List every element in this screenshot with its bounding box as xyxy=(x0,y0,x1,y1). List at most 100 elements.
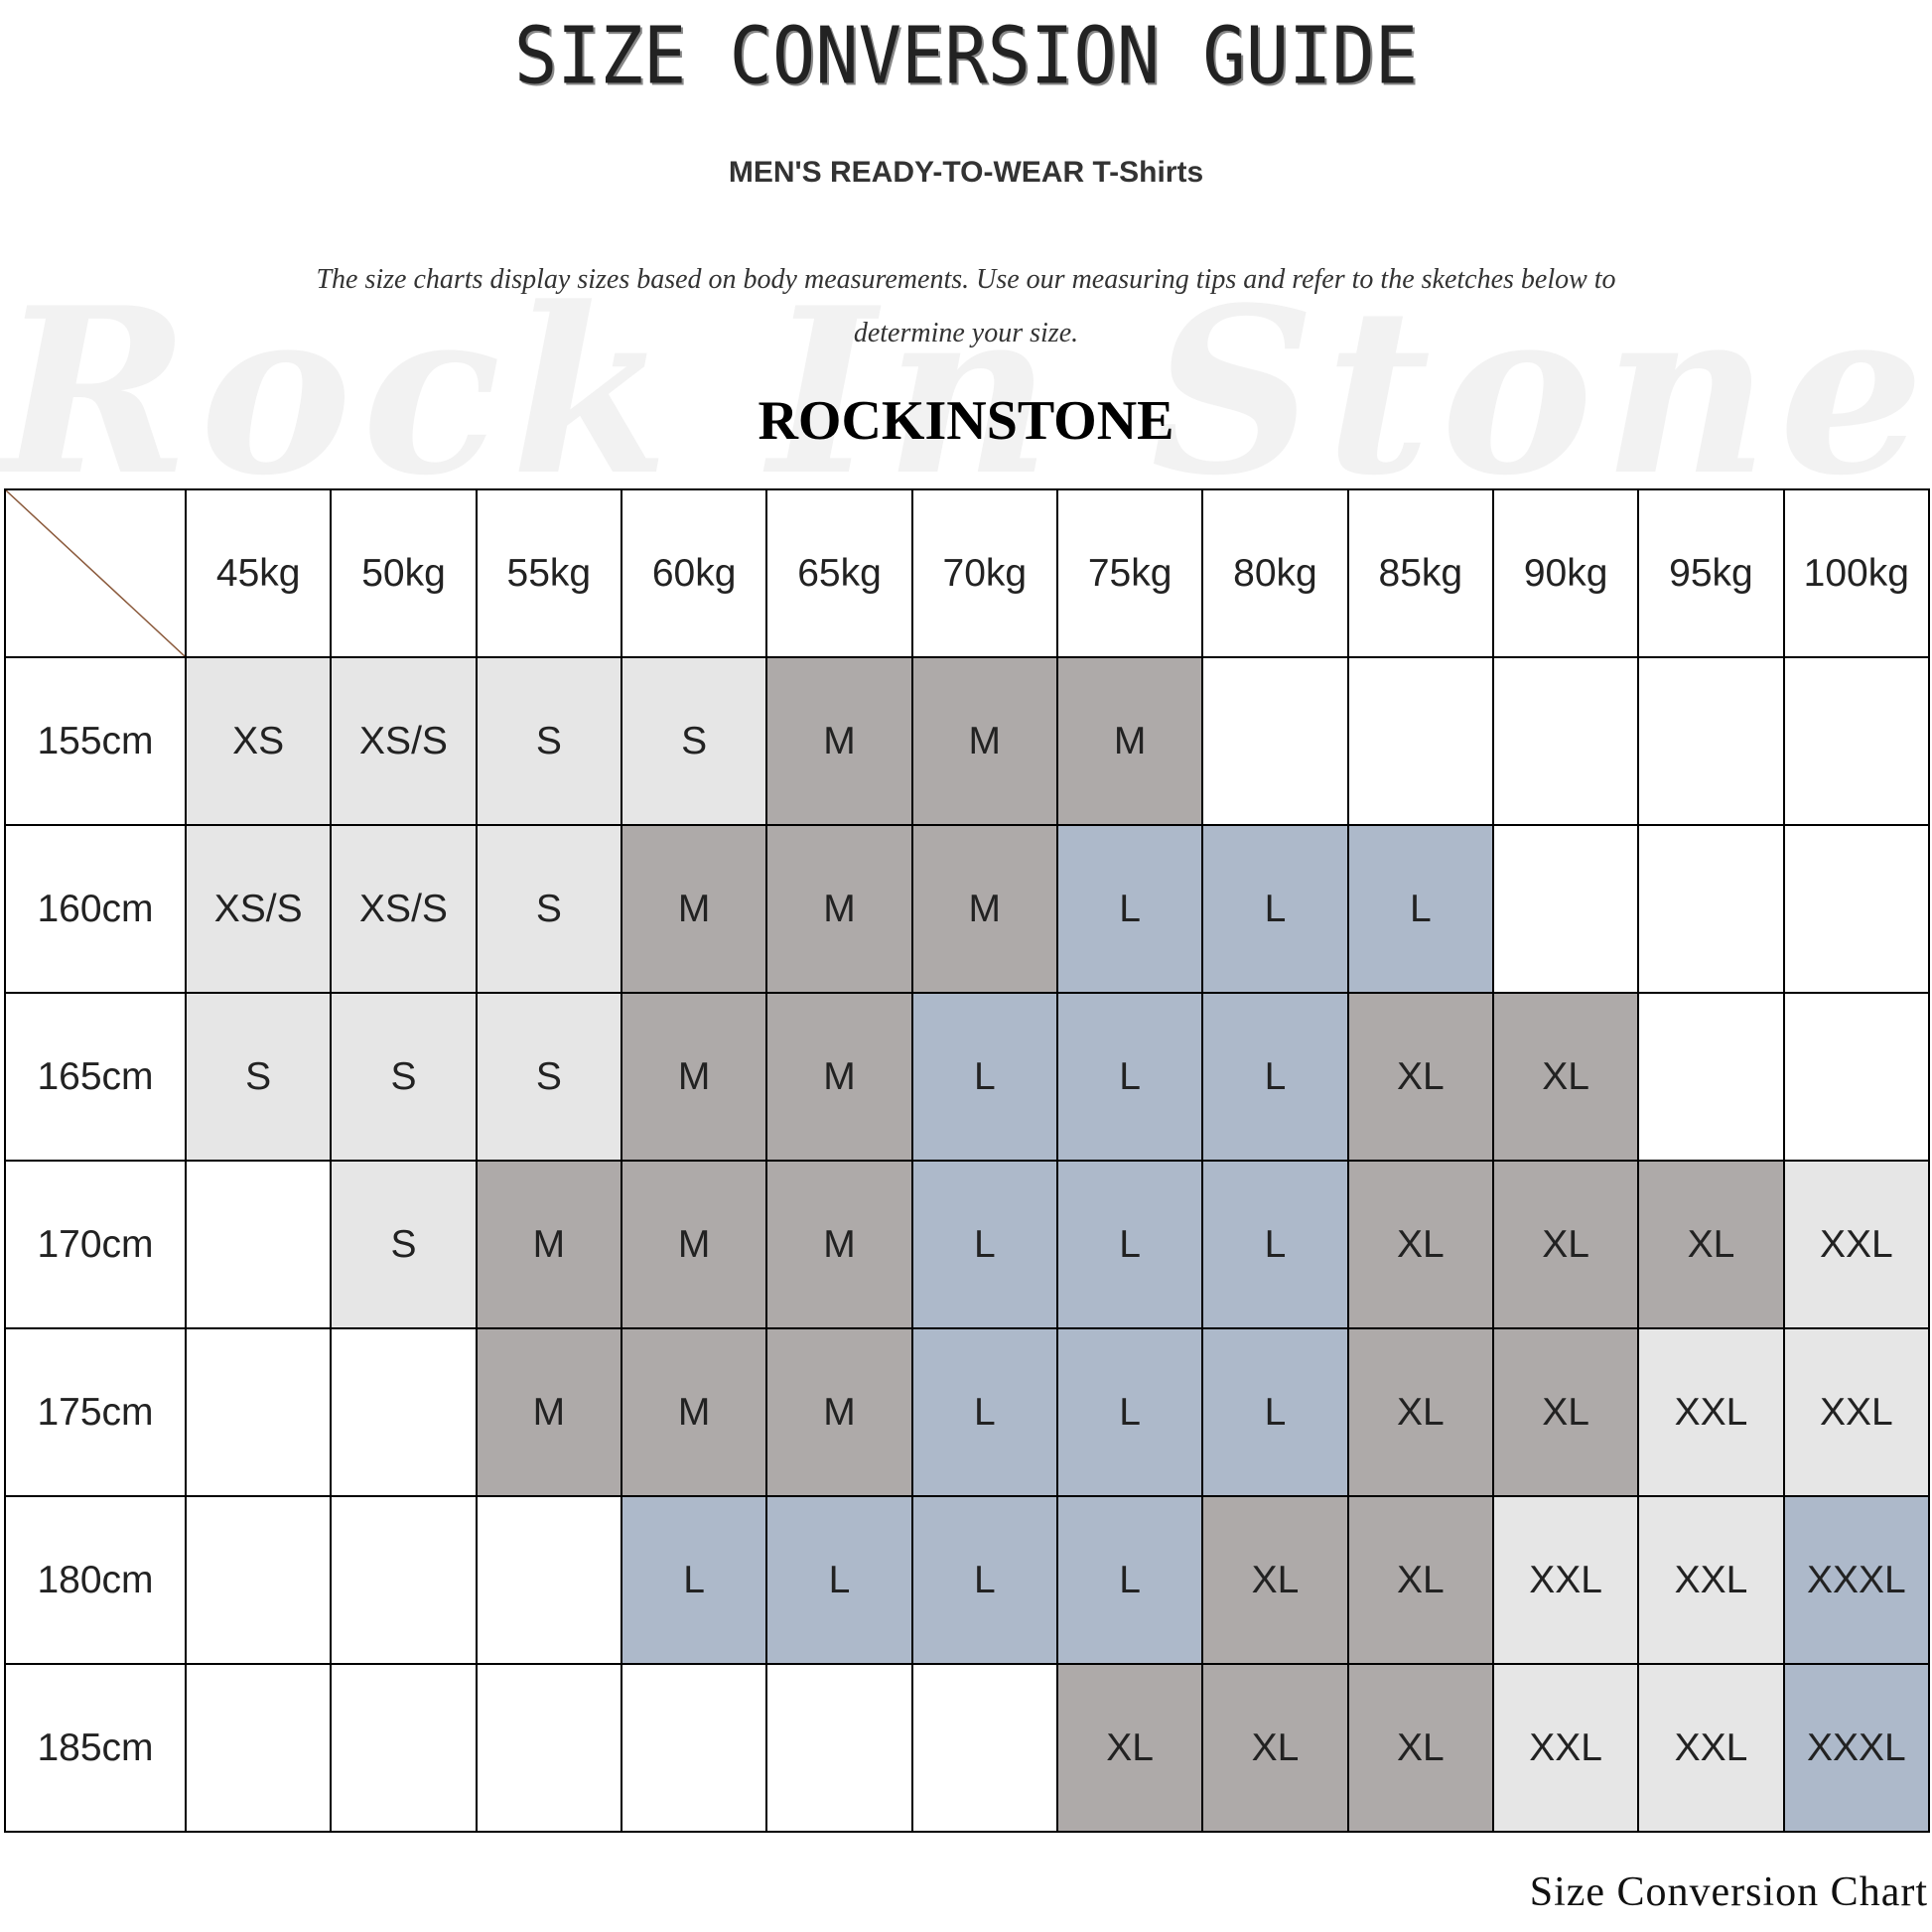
size-cell: M xyxy=(1055,656,1204,826)
size-cell xyxy=(1637,824,1785,994)
size-cell: XS/S xyxy=(184,824,333,994)
corner-cell xyxy=(4,488,187,658)
size-cell: S xyxy=(330,1160,478,1329)
size-cell: XXL xyxy=(1637,1663,1785,1833)
size-cell: XL xyxy=(1346,1327,1494,1497)
brand-name: ROCKINSTONE xyxy=(758,390,1174,452)
size-cell: L xyxy=(1055,824,1204,994)
size-cell: M xyxy=(475,1160,622,1329)
size-cell: L xyxy=(1201,1160,1349,1329)
size-cell: XL xyxy=(1491,992,1640,1162)
size-cell: XXL xyxy=(1782,1160,1931,1329)
column-header: 50kg xyxy=(330,488,478,658)
size-cell xyxy=(184,1327,333,1497)
size-cell: M xyxy=(765,1327,913,1497)
size-cell xyxy=(330,1663,478,1833)
size-cell: M xyxy=(765,1160,913,1329)
diagonal-line xyxy=(6,490,185,656)
column-header: 75kg xyxy=(1055,488,1204,658)
description: The size charts display sizes based on b… xyxy=(316,264,1616,348)
size-cell: L xyxy=(620,1495,768,1665)
size-cell: L xyxy=(910,1160,1058,1329)
size-cell: M xyxy=(620,1160,768,1329)
size-cell: L xyxy=(910,1495,1058,1665)
size-cell xyxy=(475,1663,622,1833)
size-cell: L xyxy=(910,992,1058,1162)
footer-caption: Size Conversion Chart xyxy=(1529,1869,1928,1915)
size-cell xyxy=(1637,992,1785,1162)
size-cell: L xyxy=(1055,992,1204,1162)
page-title: SIZE CONVERSION GUIDE xyxy=(513,9,1419,102)
table-row: 160cm XS/S XS/S S M M M L L L xyxy=(4,824,1931,994)
size-cell xyxy=(330,1327,478,1497)
size-cell: XXL xyxy=(1637,1495,1785,1665)
size-cell: XL xyxy=(1491,1327,1640,1497)
row-header: 170cm xyxy=(4,1160,187,1329)
size-cell: XL xyxy=(1346,1663,1494,1833)
table-row: 175cm M M M L L L XL XL XXL XXL xyxy=(4,1327,1931,1497)
table-row: 180cm L L L L XL XL XXL XXL XXXL xyxy=(4,1495,1931,1665)
size-cell: M xyxy=(620,992,768,1162)
size-cell: XXXL xyxy=(1782,1495,1931,1665)
column-header: 70kg xyxy=(910,488,1058,658)
header-row: 45kg 50kg 55kg 60kg 65kg 70kg 75kg 80kg 85kg 90kg… xyxy=(4,488,1931,658)
size-cell: XS/S xyxy=(330,824,478,994)
size-cell: XXL xyxy=(1491,1495,1640,1665)
size-cell: M xyxy=(910,656,1058,826)
size-cell xyxy=(765,1663,913,1833)
row-header: 180cm xyxy=(4,1495,187,1665)
size-cell: L xyxy=(1055,1160,1204,1329)
column-header: 95kg xyxy=(1637,488,1785,658)
size-cell: S xyxy=(620,656,768,826)
column-header: 65kg xyxy=(765,488,913,658)
size-cell: XL xyxy=(1055,1663,1204,1833)
size-cell xyxy=(620,1663,768,1833)
column-header: 60kg xyxy=(620,488,768,658)
size-cell xyxy=(475,1495,622,1665)
size-cell xyxy=(1782,656,1931,826)
size-cell: XL xyxy=(1201,1663,1349,1833)
size-cell: L xyxy=(1201,992,1349,1162)
size-cell: S xyxy=(475,992,622,1162)
table-row: 170cm S M M M L L L XL XL XL XXL xyxy=(4,1160,1931,1329)
size-cell: S xyxy=(475,824,622,994)
row-header: 175cm xyxy=(4,1327,187,1497)
size-cell: XL xyxy=(1346,1495,1494,1665)
size-cell: S xyxy=(184,992,333,1162)
size-cell: L xyxy=(1201,1327,1349,1497)
table-row: 185cm XL XL XL XXL XXL XXXL xyxy=(4,1663,1931,1833)
size-cell: L xyxy=(1055,1495,1204,1665)
size-cell xyxy=(1782,824,1931,994)
table-row: 165cm S S S M M L L L XL XL xyxy=(4,992,1931,1162)
column-header: 85kg xyxy=(1346,488,1494,658)
size-cell xyxy=(330,1495,478,1665)
size-cell xyxy=(1491,656,1640,826)
size-cell xyxy=(1782,992,1931,1162)
size-cell: M xyxy=(475,1327,622,1497)
size-cell: M xyxy=(620,824,768,994)
size-cell: L xyxy=(910,1327,1058,1497)
size-cell: XL xyxy=(1201,1495,1349,1665)
size-cell: XXL xyxy=(1637,1327,1785,1497)
column-header: 55kg xyxy=(475,488,622,658)
size-cell: L xyxy=(1346,824,1494,994)
size-cell: XL xyxy=(1637,1160,1785,1329)
size-cell xyxy=(1637,656,1785,826)
column-header: 90kg xyxy=(1491,488,1640,658)
size-cell: L xyxy=(1201,824,1349,994)
row-header: 165cm xyxy=(4,992,187,1162)
size-cell: XS/S xyxy=(330,656,478,826)
size-cell: XXXL xyxy=(1782,1663,1931,1833)
size-cell: M xyxy=(765,824,913,994)
size-cell xyxy=(1346,656,1494,826)
size-cell: L xyxy=(1055,1327,1204,1497)
size-cell: M xyxy=(910,824,1058,994)
row-header: 185cm xyxy=(4,1663,187,1833)
row-header: 155cm xyxy=(4,656,187,826)
table-row: 155cm XS XS/S S S M M M xyxy=(4,656,1931,826)
size-cell: XL xyxy=(1491,1160,1640,1329)
column-header: 45kg xyxy=(184,488,333,658)
size-table: 45kg 50kg 55kg 60kg 65kg 70kg 75kg 80kg 85kg 90kg… xyxy=(4,488,1931,1833)
subtitle: MEN'S READY-TO-WEAR T-Shirts xyxy=(728,156,1204,189)
size-cell: L xyxy=(765,1495,913,1665)
